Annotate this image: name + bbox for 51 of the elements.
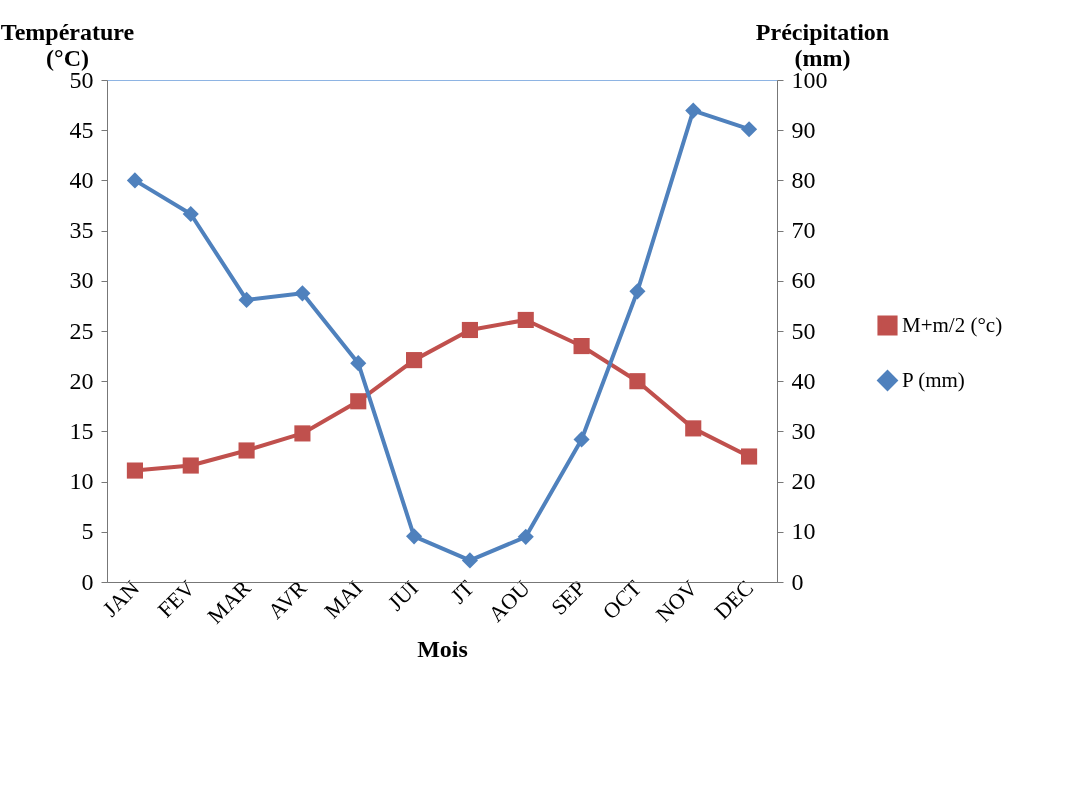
point [238, 291, 255, 308]
x-tick-label: SEP [546, 575, 591, 620]
point [573, 338, 590, 355]
point [517, 311, 534, 329]
y-tick-label: 30 [69, 267, 94, 294]
y2-tick-label: 90 [791, 116, 816, 143]
point [741, 448, 758, 465]
point [517, 528, 534, 545]
point [126, 172, 143, 189]
point [182, 205, 199, 223]
point [406, 352, 423, 369]
point [629, 283, 646, 300]
point [406, 528, 423, 545]
point [294, 285, 311, 302]
point [350, 393, 367, 410]
point [350, 355, 367, 372]
x-axis-title: Mois [417, 635, 468, 662]
y2-tick-label: 40 [791, 367, 816, 394]
y-tick-label: 35 [69, 217, 94, 244]
y2-tick-label: 60 [791, 267, 816, 294]
y-tick-label: 45 [69, 116, 94, 143]
point [126, 462, 143, 479]
y-tick-label: 10 [69, 468, 94, 495]
point [238, 442, 255, 459]
y2-tick-label: 70 [791, 217, 816, 244]
x-tick-label: JT [445, 574, 480, 609]
x-tick-label: JUI [382, 575, 424, 616]
point [294, 425, 311, 442]
y2-tick-label: 30 [791, 417, 816, 444]
y2-tick-label: 10 [791, 518, 816, 545]
y2-tick-label: 80 [791, 166, 816, 193]
point [685, 102, 702, 119]
point [685, 420, 702, 437]
point [573, 431, 590, 448]
y-tick-label: 15 [69, 417, 94, 444]
point [461, 552, 478, 569]
x-tick-label: AVR [262, 575, 312, 624]
point [461, 321, 478, 339]
y2-tick-label: 20 [791, 468, 816, 495]
point [741, 121, 758, 138]
point [629, 373, 646, 390]
y-tick-label: 40 [69, 166, 94, 193]
y2-tick-label: 50 [791, 317, 816, 344]
legend-label: P (mm) [902, 367, 965, 392]
y-tick-label: 5 [81, 518, 94, 545]
y2-tick-label: 0 [791, 568, 804, 595]
y-tick-label: 0 [81, 568, 94, 595]
y-tick-label: 20 [69, 367, 94, 394]
legend-label: M+m/2 (°c) [902, 312, 1003, 337]
y-tick-label: 25 [69, 317, 94, 344]
point [182, 457, 199, 474]
